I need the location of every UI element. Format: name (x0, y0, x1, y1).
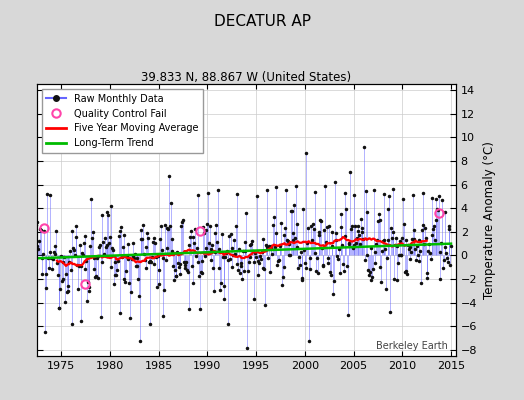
Y-axis label: Temperature Anomaly (°C): Temperature Anomaly (°C) (483, 141, 496, 299)
Title: 39.833 N, 88.867 W (United States): 39.833 N, 88.867 W (United States) (141, 71, 352, 84)
Text: Berkeley Earth: Berkeley Earth (376, 340, 447, 350)
Text: DECATUR AP: DECATUR AP (213, 14, 311, 29)
Legend: Raw Monthly Data, Quality Control Fail, Five Year Moving Average, Long-Term Tren: Raw Monthly Data, Quality Control Fail, … (41, 89, 203, 153)
